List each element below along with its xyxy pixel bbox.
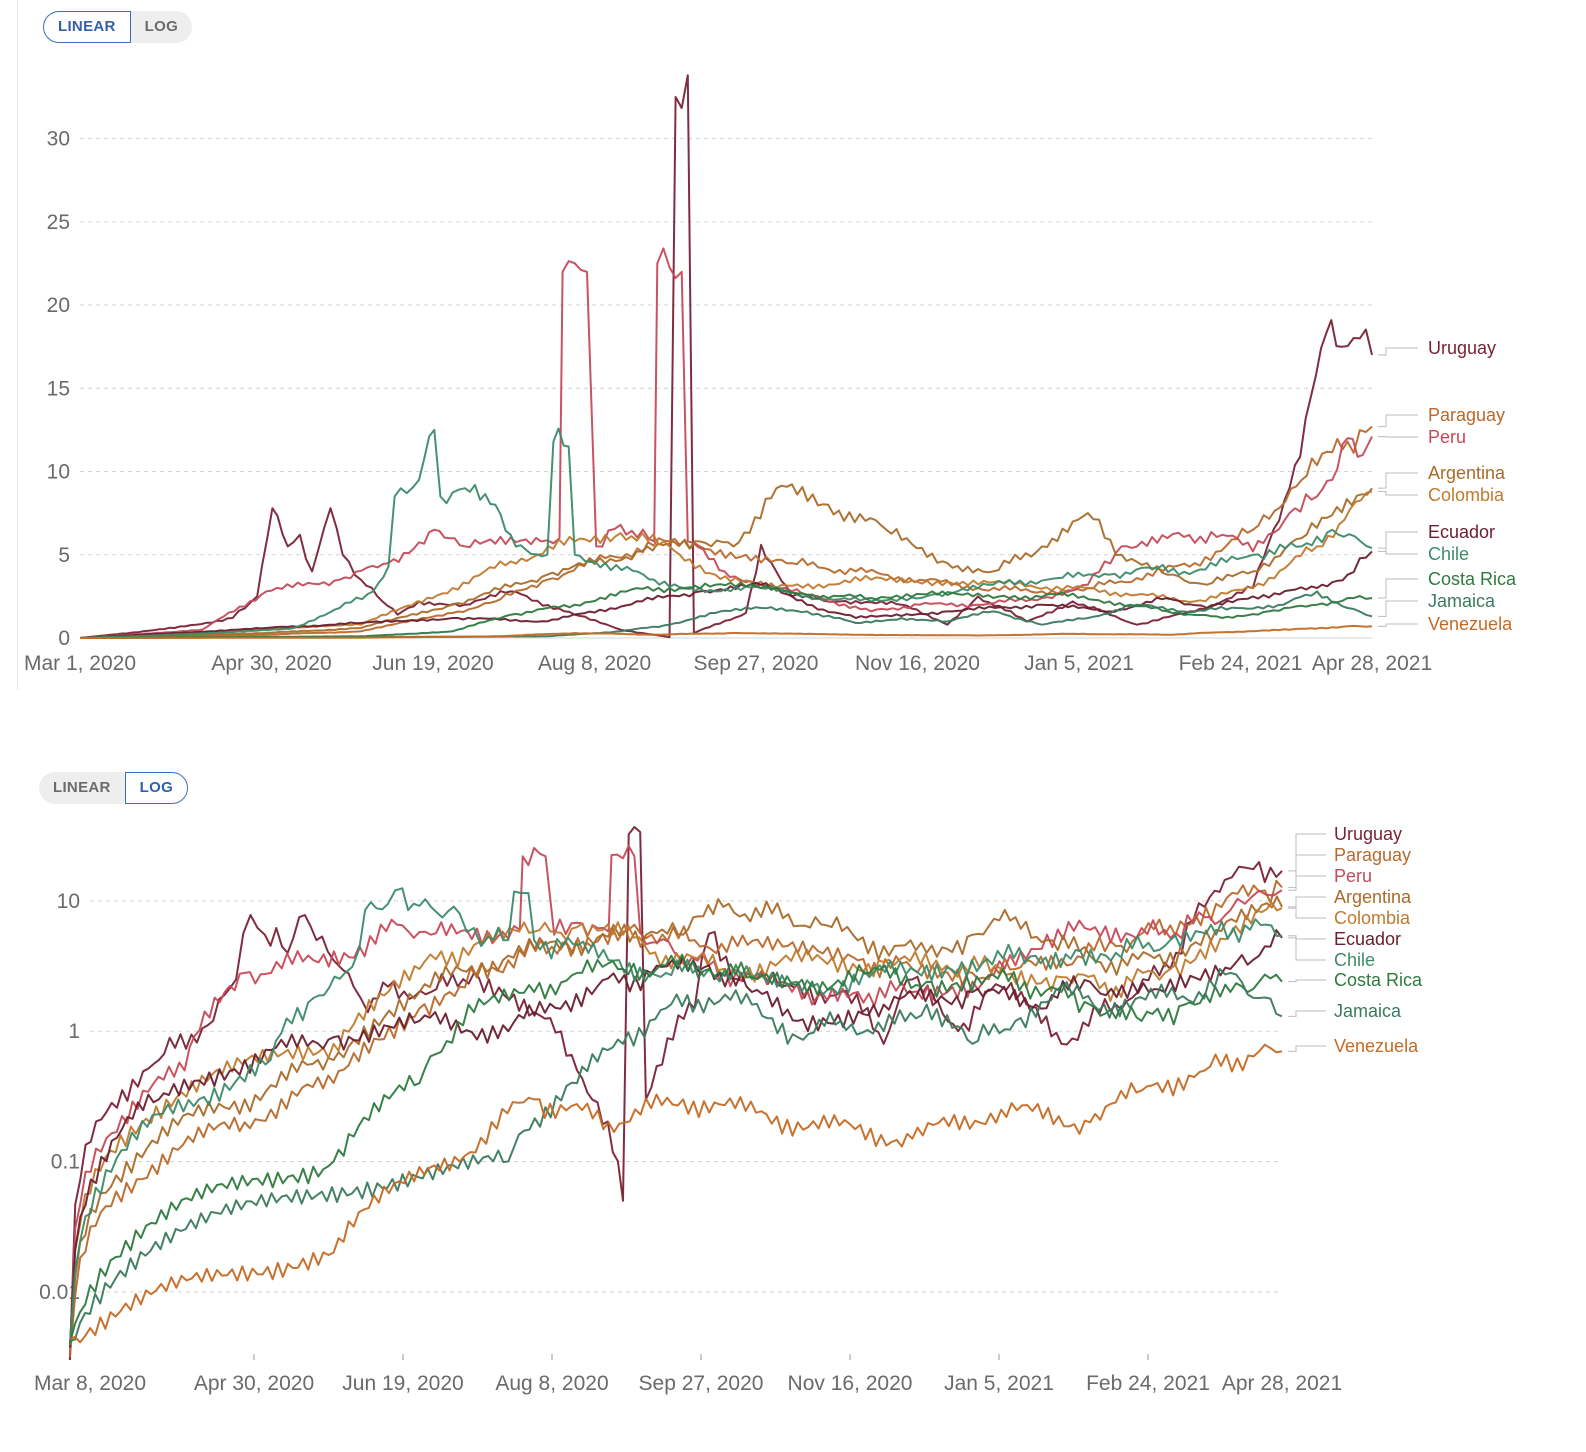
series-line-venezuela[interactable] — [69, 1043, 1283, 1344]
panel-divider — [17, 0, 18, 690]
legend-leader-line — [1378, 623, 1418, 627]
series-line-venezuela[interactable] — [80, 624, 1373, 639]
legend-label-uruguay[interactable]: Uruguay — [1428, 338, 1496, 358]
legend-label-costa-rica[interactable]: Costa Rica — [1334, 970, 1423, 990]
y-tick-label: 0 — [58, 627, 70, 650]
legend-leader-line — [1288, 937, 1326, 940]
linear-chart-panel: LINEAR LOG 0 5 10 15 20 25 30 Mar 1, 2020 Apr 30… — [0, 0, 1586, 700]
x-tick-label: Apr 28, 2021 — [1222, 1372, 1342, 1395]
y-tick-label: 5 — [58, 544, 70, 567]
legend-leader-line — [1378, 414, 1418, 428]
legend-label-ecuador[interactable]: Ecuador — [1334, 929, 1401, 949]
legend-label-argentina[interactable]: Argentina — [1334, 887, 1412, 907]
series-line-peru[interactable] — [68, 844, 1283, 1355]
legend-label-costa-rica[interactable]: Costa Rica — [1428, 569, 1517, 589]
legend-leader-line — [1288, 907, 1326, 919]
legend-leader-line — [1378, 347, 1418, 356]
linear-button[interactable]: LINEAR — [53, 779, 111, 796]
legend-leader-line — [1378, 578, 1418, 599]
x-tick-label: Mar 8, 2020 — [34, 1372, 146, 1395]
series-line-argentina[interactable] — [68, 895, 1283, 1353]
series-line-peru[interactable] — [79, 247, 1373, 639]
legend-leader-line — [1378, 547, 1418, 555]
legend-leader-line — [1288, 896, 1326, 908]
log-chart-panel: LINEAR LOG 0.01 0.1 1 10 Mar 8, 2020 Apr 30, … — [0, 760, 1586, 1452]
legend-label-venezuela[interactable]: Venezuela — [1334, 1036, 1419, 1056]
series-line-ecuador[interactable] — [68, 929, 1283, 1348]
legend-label-venezuela[interactable]: Venezuela — [1428, 614, 1513, 634]
legend-label-peru[interactable]: Peru — [1428, 427, 1466, 447]
y-tick-label: 10 — [47, 461, 70, 484]
legend-leader-line — [1378, 491, 1418, 496]
series-line-costa-rica[interactable] — [68, 953, 1283, 1344]
legend-leader-line — [1288, 833, 1326, 872]
legend-label-chile[interactable]: Chile — [1428, 544, 1469, 564]
x-tick-label: Feb 24, 2021 — [1086, 1372, 1210, 1395]
series-line-uruguay[interactable] — [68, 826, 1283, 1361]
x-tick-label: Sep 27, 2020 — [694, 652, 819, 675]
legend-label-chile[interactable]: Chile — [1334, 950, 1375, 970]
legend-label-colombia[interactable]: Colombia — [1428, 485, 1505, 505]
legend-label-jamaica[interactable]: Jamaica — [1334, 1001, 1402, 1021]
legend-label-uruguay[interactable]: Uruguay — [1334, 824, 1402, 844]
log-button[interactable]: LOG — [144, 18, 179, 35]
x-tick-label: Jun 19, 2020 — [342, 1372, 463, 1395]
scale-toggle[interactable]: LINEAR LOG — [39, 772, 189, 804]
legend-leader-line — [1378, 600, 1418, 617]
x-tick-label: Sep 27, 2020 — [639, 1372, 764, 1395]
series-line-ecuador[interactable] — [79, 550, 1373, 639]
legend-leader-line — [1288, 854, 1326, 888]
y-tick-label: 20 — [47, 294, 70, 317]
legend-label-colombia[interactable]: Colombia — [1334, 908, 1411, 928]
x-tick-label: Nov 16, 2020 — [788, 1372, 913, 1395]
y-tick-label: 1 — [68, 1020, 80, 1043]
scale-toggle[interactable]: LINEAR LOG — [43, 11, 193, 43]
legend-leader-line — [1378, 531, 1418, 552]
legend-label-paraguay[interactable]: Paraguay — [1428, 405, 1505, 425]
legend-label-argentina[interactable]: Argentina — [1428, 463, 1506, 483]
y-tick-label: 0.01 — [39, 1281, 80, 1304]
y-tick-label: 0.1 — [51, 1151, 80, 1174]
legend-label-peru[interactable]: Peru — [1334, 866, 1372, 886]
x-tick-label: Apr 30, 2020 — [211, 652, 331, 675]
linear-chart: 0 5 10 15 20 25 30 Mar 1, 2020 Apr 30, 2020 Jun 1… — [24, 74, 1517, 675]
series-line-paraguay[interactable] — [79, 425, 1373, 639]
legend-leader-line — [1288, 1045, 1326, 1052]
legend-leader-line — [1288, 935, 1326, 961]
legend-leader-line — [1288, 979, 1326, 983]
x-tick-label: Aug 8, 2020 — [495, 1372, 608, 1395]
x-tick-label: Feb 24, 2021 — [1179, 652, 1303, 675]
series-line-jamaica[interactable] — [69, 967, 1283, 1342]
legend-label-ecuador[interactable]: Ecuador — [1428, 522, 1495, 542]
y-tick-label: 15 — [47, 377, 70, 400]
legend-label-paraguay[interactable]: Paraguay — [1334, 845, 1411, 865]
x-tick-label: Aug 8, 2020 — [538, 652, 651, 675]
linear-button[interactable]: LINEAR — [43, 11, 131, 43]
legend-leader-line — [1288, 875, 1326, 891]
y-tick-label: 10 — [57, 890, 80, 913]
x-tick-label: Jan 5, 2021 — [944, 1372, 1054, 1395]
log-button[interactable]: LOG — [124, 772, 189, 804]
x-tick-label: Jun 19, 2020 — [372, 652, 493, 675]
x-tick-label: Nov 16, 2020 — [855, 652, 980, 675]
series-line-paraguay[interactable] — [68, 879, 1283, 1358]
x-tick-label: Jan 5, 2021 — [1024, 652, 1134, 675]
x-tick-label: Apr 30, 2020 — [194, 1372, 314, 1395]
series-line-uruguay[interactable] — [79, 74, 1373, 639]
y-tick-label: 30 — [47, 128, 70, 151]
legend-label-jamaica[interactable]: Jamaica — [1428, 591, 1496, 611]
x-tick-label: Mar 1, 2020 — [24, 652, 136, 675]
series-line-chile[interactable] — [79, 427, 1373, 639]
x-tick-label: Apr 28, 2021 — [1312, 652, 1432, 675]
y-tick-label: 25 — [47, 211, 70, 234]
legend-leader-line — [1378, 472, 1418, 489]
log-chart: 0.01 0.1 1 10 Mar 8, 2020 Apr 30, 2020 Jun 19,… — [34, 824, 1423, 1395]
legend-leader-line — [1288, 1010, 1326, 1017]
